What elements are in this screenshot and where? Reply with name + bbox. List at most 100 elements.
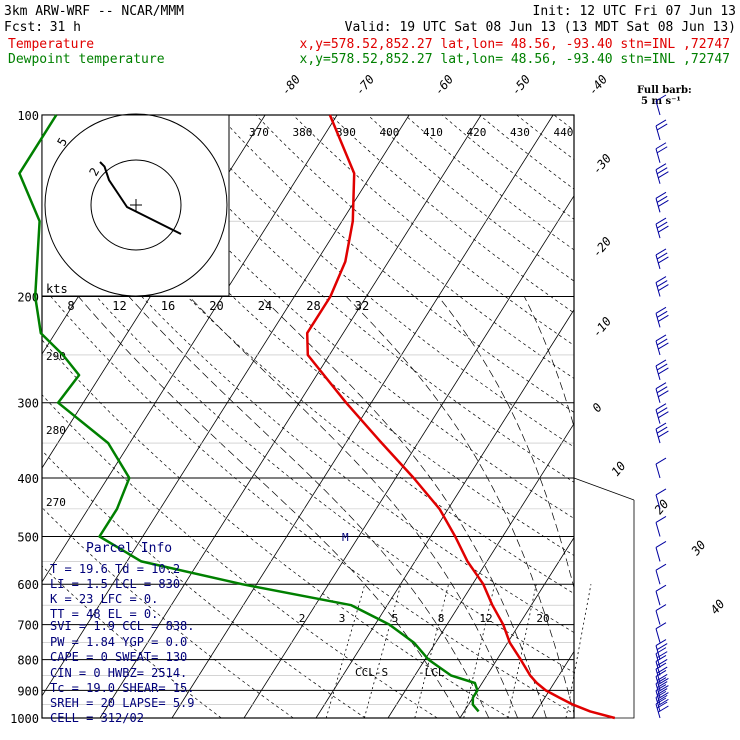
- wind-barb: [655, 142, 668, 163]
- plot-frame: [41, 114, 575, 719]
- barb-legend-title: Full barb:: [637, 85, 692, 96]
- isotherm-label: -10: [590, 314, 615, 340]
- wind-barb: [655, 584, 667, 606]
- wind-barb: [655, 622, 667, 643]
- barb-staff: [655, 668, 661, 684]
- wind-barb: [655, 217, 669, 239]
- hodo-units-label: kts: [46, 282, 68, 296]
- wind-barb: [655, 119, 668, 141]
- parcel-row: CIN = 0 HWBZ= 2514.: [50, 666, 187, 680]
- wind-barb: [655, 163, 669, 184]
- dry-adiabat-line: [441, 115, 574, 220]
- pressure-tick-label: 600: [17, 578, 39, 592]
- mixing-ratio-line: [363, 584, 402, 719]
- barb-flag: [658, 390, 669, 398]
- barb-flag: [655, 622, 667, 630]
- barb-flag: [655, 584, 667, 592]
- dry-adiabat-line: [516, 115, 574, 160]
- lcl-marker: -LCL: [418, 666, 445, 679]
- isotherm-line: [315, 309, 575, 719]
- barb-flag: [658, 367, 669, 375]
- pressure-tick-label: 700: [17, 619, 39, 633]
- barb-staff: [655, 365, 661, 381]
- barb-staff: [655, 628, 661, 643]
- mixing-ratio-label: 20: [536, 612, 549, 625]
- barb-flag: [655, 639, 667, 646]
- forecast-hour: 31 h: [50, 20, 81, 35]
- barb-staff: [655, 703, 661, 719]
- barb-staff: [655, 494, 661, 510]
- barb-flag: [658, 256, 669, 264]
- mixing-ratio-label: 5: [392, 612, 399, 625]
- hodo-speed-label: 32: [355, 299, 369, 313]
- barb-flag: [656, 221, 668, 229]
- isotherm-label: -50: [509, 72, 534, 98]
- theta-label: 390: [336, 126, 356, 139]
- dry-adiabat-line: [218, 115, 574, 413]
- barb-flag: [658, 677, 669, 685]
- isotherm-line: [41, 114, 338, 583]
- theta-label: 370: [249, 126, 269, 139]
- barb-flag: [655, 488, 667, 496]
- barb-flag: [655, 359, 667, 367]
- barb-flag: [658, 199, 669, 207]
- barb-flag: [656, 338, 668, 346]
- barb-flag: [655, 457, 667, 465]
- wind-barb: [655, 457, 667, 479]
- init-time: Init: 12 UTC Fri 07 Jun 13: [533, 4, 737, 19]
- barb-flag: [656, 407, 668, 415]
- barb-flag: [655, 382, 667, 390]
- wind-barb: [655, 690, 669, 712]
- mixing-ratio-label: 12: [479, 612, 492, 625]
- forecast-label: Fcst:: [4, 20, 43, 35]
- wind-barb: [655, 488, 667, 510]
- isotherm-line: [171, 114, 554, 719]
- parcel-row: K = 23 LFC = 0.: [50, 592, 158, 606]
- moist-adiabat-line: [78, 296, 461, 718]
- barb-staff: [655, 463, 661, 479]
- wind-barb: [655, 191, 669, 213]
- ccl-marker: CCL-S: [355, 666, 388, 679]
- parcel-row: T = 19.6 Td = 10.2: [50, 562, 180, 576]
- barb-flag: [658, 171, 669, 179]
- isotherm-label: -60: [432, 72, 457, 98]
- parcel-row: LI = 1.5 LCL = 830: [50, 577, 180, 591]
- barb-staff-frame: [574, 500, 635, 719]
- legend-dewpoint-label: Dewpoint temperature: [8, 52, 165, 67]
- isotherm-label: -30: [590, 151, 615, 177]
- barb-flag: [655, 516, 667, 523]
- barb-flag: [658, 411, 669, 419]
- barb-flag: [655, 248, 667, 256]
- barb-flag: [655, 563, 667, 571]
- mixing-ratio-label: 3: [339, 612, 346, 625]
- barb-flag: [656, 643, 668, 650]
- barb-flag: [655, 422, 667, 430]
- barb-flag: [656, 310, 668, 318]
- barb-flag: [658, 225, 669, 233]
- theta-label: 280: [46, 424, 66, 437]
- barb-flag: [656, 195, 668, 203]
- isotherm-label: 20: [652, 497, 672, 517]
- barb-staff: [655, 645, 661, 660]
- temperature-line: [305, 114, 616, 720]
- hodograph: [41, 113, 230, 297]
- barb-flag: [656, 363, 668, 371]
- barb-flag: [655, 191, 667, 199]
- parcel-info-panel: Parcel Info T = 19.6 Td = 10.2 LI = 1.5 …: [50, 541, 195, 725]
- parcel-row: PW = 1.84 YGP = 0.0: [50, 635, 187, 649]
- wind-barb: [655, 541, 667, 562]
- mixing-ratio-line: [507, 584, 537, 719]
- barb-staff: [655, 254, 661, 270]
- isotherm-label: -20: [590, 234, 615, 260]
- barb-flag: [655, 163, 667, 171]
- pressure-tick-label: 100: [17, 109, 39, 123]
- barb-flag: [658, 314, 669, 322]
- barb-flag: [658, 284, 669, 291]
- mixing-ratio-label: 2: [299, 612, 306, 625]
- parcel-row: CELL = 312/02: [50, 711, 144, 725]
- wind-barb: [655, 94, 667, 116]
- hodograph-ring: [90, 159, 182, 251]
- dry-adiabat-line: [591, 115, 740, 718]
- moist-adiabat-line: [345, 296, 574, 715]
- barb-flag: [655, 119, 667, 127]
